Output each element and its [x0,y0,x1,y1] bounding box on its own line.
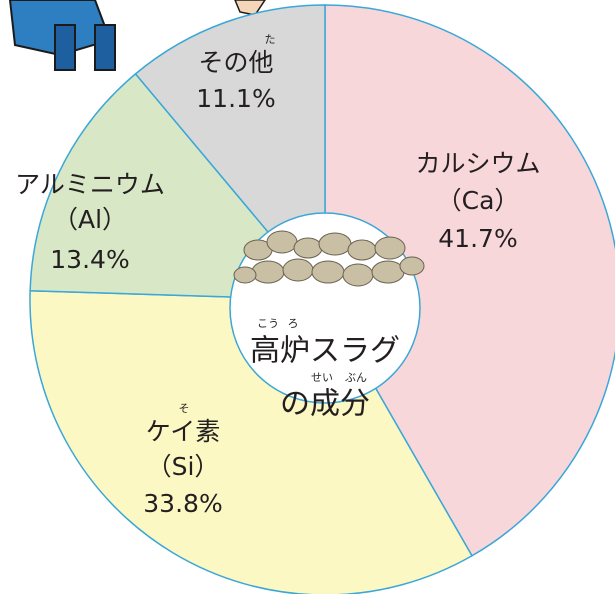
category-label: アルミニウム [15,170,165,199]
ruby: ろ [288,317,299,330]
ruby: た [265,33,276,46]
value-label: 11.1% [196,84,275,113]
center-label: の成分 [280,387,370,422]
category-label: その他 [198,48,273,77]
category-label: カルシウム [415,149,540,178]
symbol-label: （Ca） [437,186,520,215]
chart: カルシウム （Ca） 41.7% ケイ素 （Si） そ 33.8% アルミニウム （Al） 13.… [0,0,615,594]
ruby: そ [179,402,190,415]
value-label: 41.7% [438,224,517,253]
center-label: 高炉スラグ [250,334,400,369]
symbol-label: （Si） [147,452,220,481]
category-label: ケイ素 [146,417,221,446]
symbol-label: （Al） [53,205,127,234]
value-label: 33.8% [143,489,222,518]
value-label: 13.4% [50,245,129,274]
ruby: こう [257,317,279,330]
ruby: ぶん [345,371,367,384]
ruby: せい [311,371,333,384]
